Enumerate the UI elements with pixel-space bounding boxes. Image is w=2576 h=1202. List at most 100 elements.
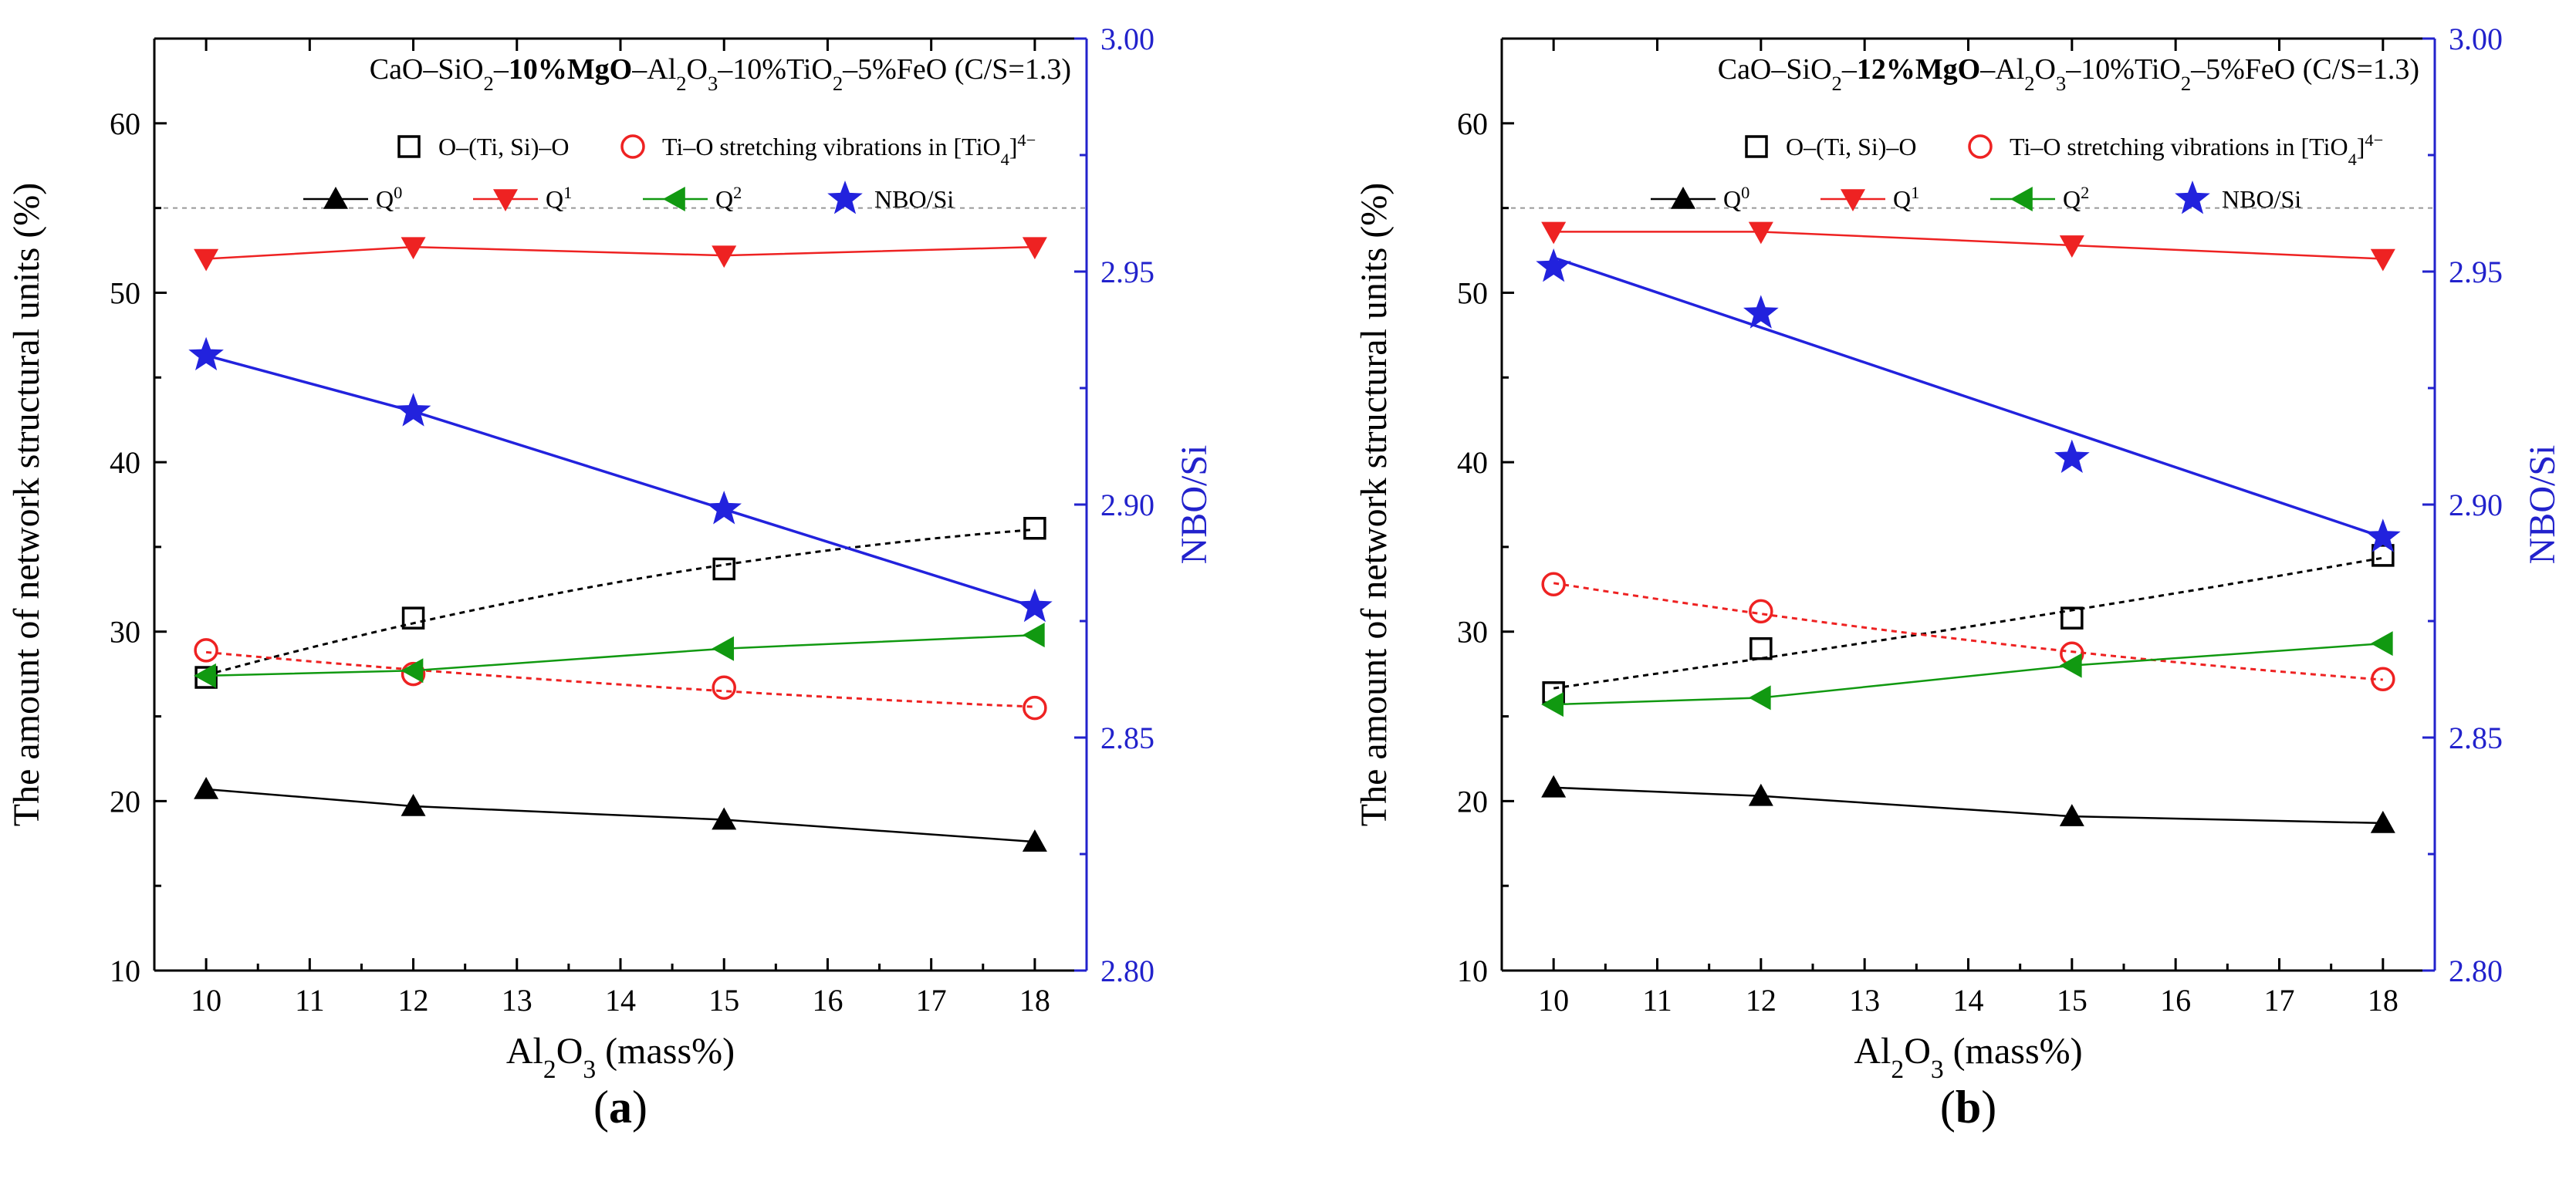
chart-title: CaO–SiO2–10%MgO–Al2O3–10%TiO2–5%FeO (C/S… <box>370 53 1071 95</box>
panel-label: (a) <box>593 1082 647 1133</box>
legend-label: Q0 <box>1723 183 1749 214</box>
y-tick-label: 60 <box>1457 106 1488 141</box>
data-point <box>194 776 219 799</box>
series-1 <box>194 638 1047 721</box>
legend-label: NBO/Si <box>2222 185 2301 213</box>
data-point <box>1022 623 1045 648</box>
y2-axis-title: NBO/Si <box>2522 445 2563 565</box>
series-5 <box>1536 248 2401 552</box>
data-point <box>194 666 218 689</box>
chart-panel-b: 10 11 12 13 14 15 16 17 18 10 20 30 40 50 60 2.80 2.85 2.… <box>1354 22 2563 1133</box>
y-tick-label: 40 <box>1457 445 1488 480</box>
data-point <box>2054 439 2090 473</box>
series-line <box>1553 256 2384 539</box>
y-tick-label: 20 <box>1457 784 1488 819</box>
legend-label: Ti–O stretching vibrations in [TiO4]4− <box>2010 130 2383 169</box>
data-point <box>194 248 219 272</box>
y-axis-title: The amount of network structural units (… <box>1354 183 1394 826</box>
legend-marker <box>2175 181 2210 214</box>
data-point <box>401 606 425 630</box>
data-point <box>1748 685 1771 711</box>
x-tick-label: 15 <box>2057 983 2088 1018</box>
data-point <box>395 393 431 427</box>
y-tick-label: 10 <box>110 954 140 988</box>
data-point <box>401 237 426 260</box>
series-2 <box>194 776 1047 852</box>
legend-marker <box>493 189 518 211</box>
data-point <box>1748 221 1773 245</box>
y-axis-title: The amount of network structural units (… <box>6 183 47 826</box>
legend-marker <box>1968 134 1993 159</box>
x-tick-label: 16 <box>812 983 843 1018</box>
chart-panel-a: 10 11 12 13 14 15 16 17 18 10 20 30 40 50 60 2.80 2.85 2.… <box>6 22 1215 1133</box>
legend-marker <box>1671 187 1695 209</box>
series-line <box>1553 556 2384 690</box>
y-tick-label: 50 <box>1457 275 1488 310</box>
y2-tick-label: 2.85 <box>2449 721 2503 755</box>
x-tick-label: 12 <box>1746 983 1776 1018</box>
data-point <box>1017 588 1053 623</box>
series-line <box>205 650 1035 708</box>
y-tick-label: 20 <box>110 784 140 819</box>
y-tick-label: 10 <box>1457 954 1488 988</box>
x-axis-title: Al2O3 (mass%) <box>506 1031 735 1084</box>
legend-marker <box>663 187 685 211</box>
data-point <box>2059 235 2084 258</box>
x-tick-label: 14 <box>605 983 636 1018</box>
data-point <box>2370 248 2395 272</box>
legend-label: Q1 <box>546 183 572 214</box>
data-point <box>194 663 216 688</box>
x-tick-label: 18 <box>1019 983 1050 1018</box>
data-point <box>2060 606 2084 630</box>
y2-tick-label: 2.95 <box>2449 255 2503 289</box>
series-5 <box>188 336 1053 623</box>
x-tick-label: 12 <box>398 983 429 1018</box>
data-point <box>1748 783 1773 806</box>
y2-tick-label: 2.90 <box>1100 488 1154 522</box>
series-line <box>205 354 1036 609</box>
series-line <box>1553 642 2383 706</box>
data-point <box>712 557 735 581</box>
data-point <box>188 336 224 371</box>
legend-marker <box>1745 135 1768 158</box>
data-point <box>712 245 737 268</box>
x-tick-label: 10 <box>191 983 221 1018</box>
y2-tick-label: 2.95 <box>1100 255 1154 289</box>
x-tick-label: 17 <box>916 983 947 1018</box>
data-point <box>2371 667 2395 691</box>
legend-label: Q2 <box>715 183 742 214</box>
series-line <box>1553 786 2383 825</box>
x-tick-label: 11 <box>295 983 325 1018</box>
y-tick-label: 30 <box>1457 615 1488 650</box>
legend-marker <box>1841 189 1865 211</box>
y-tick-label: 60 <box>110 106 140 141</box>
data-point <box>1749 636 1773 660</box>
data-point <box>1022 829 1047 852</box>
legend-marker <box>2010 187 2033 211</box>
series-line <box>205 528 1036 677</box>
chart-title: CaO–SiO2–12%MgO–Al2O3–10%TiO2–5%FeO (C/S… <box>1718 53 2419 95</box>
data-point <box>1023 516 1046 540</box>
data-point <box>2371 544 2395 567</box>
y-tick-label: 30 <box>110 615 140 650</box>
series-line <box>206 633 1035 677</box>
series-4 <box>1541 631 2393 717</box>
data-point <box>2365 518 2401 552</box>
legend: O–(Ti, Si)–O Ti–O stretching vibrations i… <box>303 130 1036 214</box>
y2-tick-label: 2.85 <box>1100 721 1154 755</box>
series-4 <box>194 623 1045 688</box>
data-point <box>194 638 218 663</box>
legend-label: Ti–O stretching vibrations in [TiO4]4− <box>662 130 1036 169</box>
data-point <box>1541 692 1564 717</box>
y2-axis-title: NBO/Si <box>1174 445 1215 565</box>
y2-tick-label: 2.80 <box>1100 954 1154 988</box>
data-point <box>2370 631 2393 657</box>
series-0 <box>1542 544 2395 704</box>
data-point <box>1541 775 1567 798</box>
data-point <box>401 658 424 684</box>
data-point <box>401 661 426 687</box>
x-tick-label: 14 <box>1953 983 1984 1018</box>
data-point <box>1023 695 1047 721</box>
series-3 <box>194 237 1047 272</box>
